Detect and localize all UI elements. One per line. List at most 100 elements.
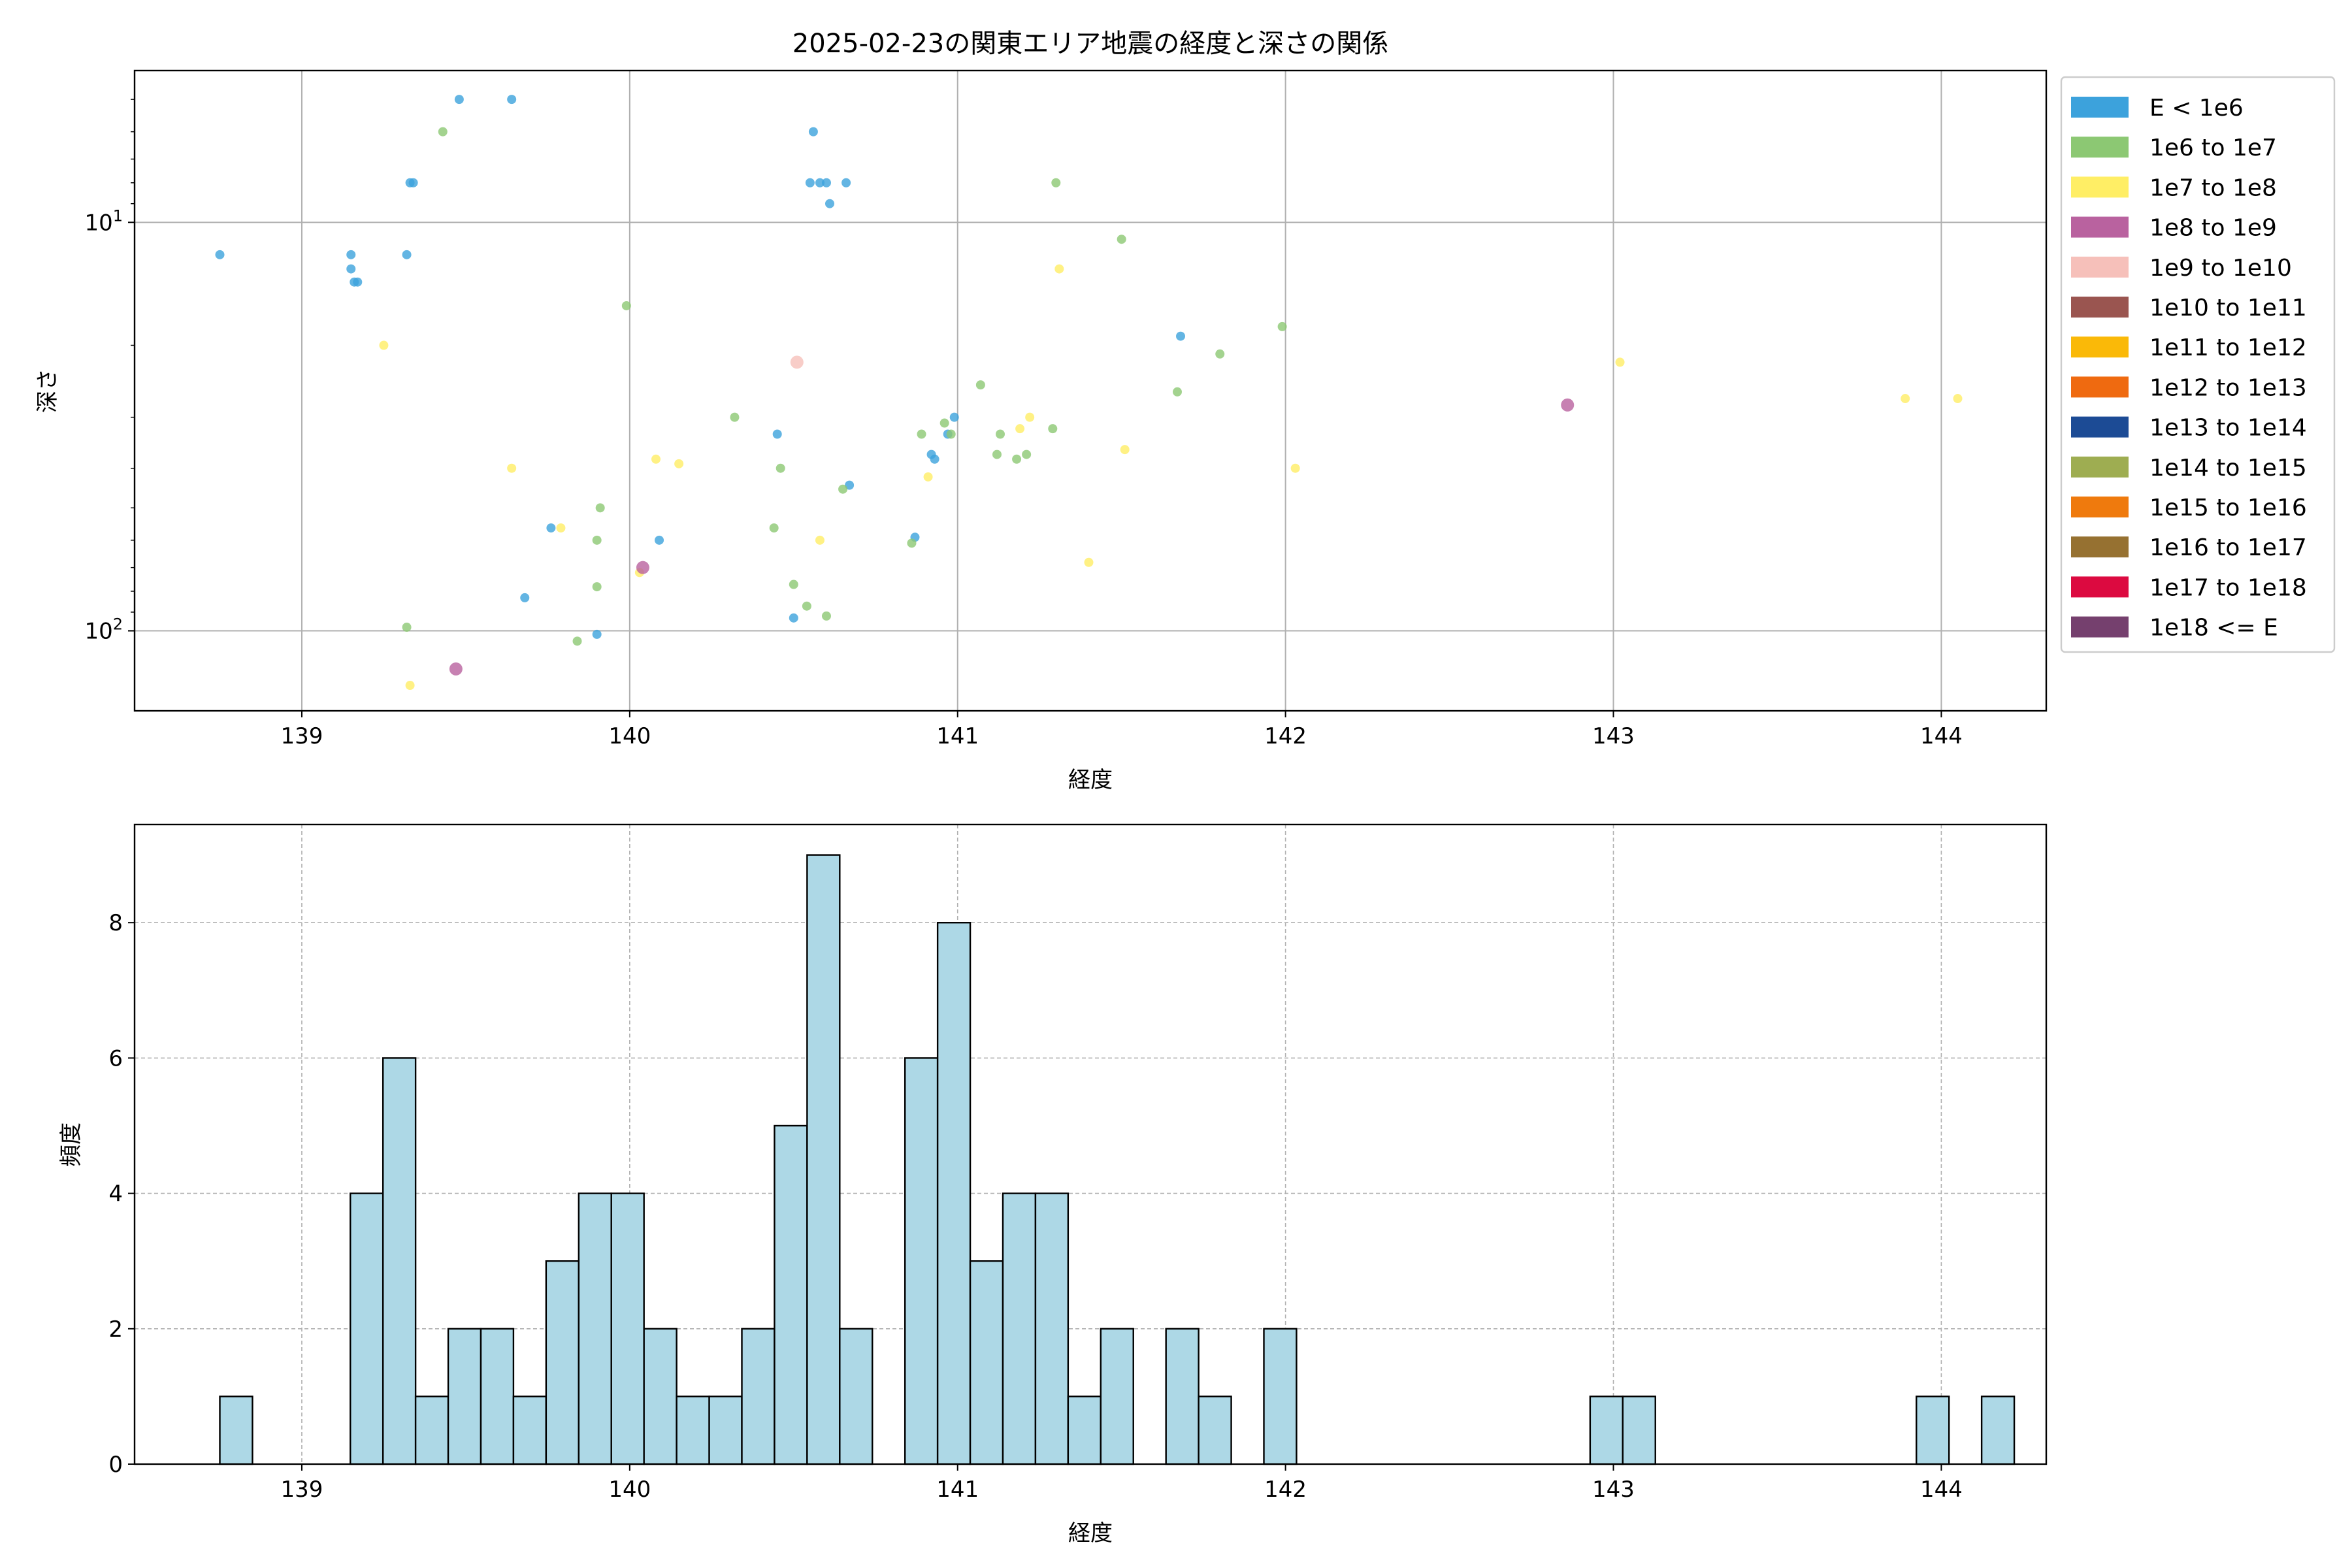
legend-label: 1e12 to 1e13 — [2149, 374, 2307, 401]
scatter-point — [621, 301, 631, 310]
histogram-bars — [219, 854, 2016, 1465]
scatter-point — [1048, 424, 1058, 434]
legend-swatch — [2071, 497, 2129, 517]
legend-label: 1e14 to 1e15 — [2149, 455, 2307, 482]
scatter-point — [825, 199, 834, 208]
scatter-point — [1051, 178, 1061, 188]
histogram-bar — [219, 1396, 253, 1465]
histogram-bar — [350, 1192, 384, 1465]
scatter-point — [992, 449, 1002, 459]
legend-label: 1e17 to 1e18 — [2149, 574, 2307, 601]
scatter-point — [946, 429, 956, 439]
scatter-point — [1615, 357, 1625, 367]
histogram-y-ticks: 0 2 4 6 8 — [108, 910, 135, 1478]
chart-title: 2025-02-23の関東エリア地震の経度と深さの関係 — [792, 29, 1388, 59]
scatter-point — [821, 178, 831, 188]
histogram-x-tick-label: 143 — [1592, 1477, 1635, 1503]
legend: E < 1e6 1e6 to 1e7 1e7 to 1e8 1e8 to 1e9 1e9… — [2060, 76, 2336, 653]
scatter-point — [939, 418, 949, 428]
scatter-point — [1054, 264, 1064, 274]
histogram-bar — [741, 1328, 776, 1465]
scatter-point — [845, 480, 855, 490]
histogram-bar — [676, 1396, 710, 1465]
scatter-point — [730, 412, 740, 422]
scatter-point — [930, 454, 939, 464]
scatter-point — [408, 178, 418, 188]
scatter-point — [790, 355, 804, 369]
histogram-bar — [1589, 1396, 1624, 1465]
legend-swatch — [2071, 336, 2129, 358]
scatter-point — [651, 454, 661, 464]
histogram-bar — [774, 1124, 808, 1465]
scatter-chart: 2025-02-23の関東エリア地震の経度と深さの関係 139 140 141 142… — [35, 29, 2336, 793]
histogram-bar — [1165, 1328, 1200, 1465]
scatter-point — [815, 535, 825, 545]
scatter-x-tick-label: 139 — [281, 723, 323, 749]
scatter-y-axis-label: 深さ — [35, 368, 61, 413]
histogram-bar — [512, 1396, 547, 1465]
legend-swatch — [2071, 536, 2129, 558]
histogram-bar — [578, 1192, 612, 1465]
legend-swatch — [2071, 456, 2129, 478]
scatter-point — [815, 178, 825, 188]
histogram-y-tick-label: 8 — [108, 910, 123, 936]
scatter-x-axis-label: 経度 — [1068, 767, 1113, 793]
histogram-x-tick-label: 141 — [936, 1477, 979, 1503]
scatter-point — [789, 580, 798, 589]
scatter-point — [215, 250, 225, 259]
histogram-bar — [1100, 1328, 1134, 1465]
scatter-point — [802, 601, 811, 611]
scatter-point — [789, 613, 798, 623]
scatter-grid — [135, 71, 2046, 711]
legend-swatch — [2071, 97, 2129, 118]
histogram-bar — [806, 854, 841, 1465]
legend-label: 1e7 to 1e8 — [2149, 174, 2277, 201]
histogram-bar — [545, 1260, 580, 1465]
scatter-point — [556, 523, 566, 533]
scatter-point — [592, 629, 602, 639]
scatter-point — [405, 681, 415, 691]
histogram-y-tick-label: 6 — [108, 1045, 123, 1071]
scatter-point — [1117, 235, 1126, 244]
scatter-point — [592, 535, 602, 545]
histogram-bar — [936, 922, 972, 1465]
histogram-bar — [1916, 1396, 1950, 1465]
legend-swatch — [2071, 256, 2129, 278]
scatter-point — [821, 611, 831, 621]
histogram-bar — [382, 1057, 417, 1465]
histogram-x-tick-label: 144 — [1920, 1477, 1963, 1503]
scatter-plot-frame — [133, 69, 2048, 712]
legend-label: 1e16 to 1e17 — [2149, 534, 2307, 561]
legend-label: 1e10 to 1e11 — [2149, 295, 2307, 321]
scatter-point — [520, 593, 530, 602]
legend-frame — [2060, 76, 2336, 653]
legend-label: E < 1e6 — [2149, 95, 2244, 122]
scatter-point — [379, 340, 389, 350]
legend-swatch — [2071, 616, 2129, 638]
scatter-point — [572, 636, 582, 646]
scatter-point — [674, 459, 684, 468]
scatter-point — [1173, 387, 1182, 397]
histogram-x-tick-label: 139 — [281, 1477, 323, 1503]
legend-swatch — [2071, 216, 2129, 238]
legend-label: 1e18 <= E — [2149, 615, 2278, 642]
scatter-point — [595, 503, 605, 513]
scatter-point — [1012, 454, 1022, 464]
scatter-point — [769, 523, 779, 533]
scatter-point — [776, 463, 785, 473]
legend-label: 1e13 to 1e14 — [2149, 415, 2307, 442]
scatter-point — [1215, 349, 1225, 359]
legend-swatch — [2071, 376, 2129, 398]
histogram-bar — [708, 1396, 743, 1465]
legend-label: 1e9 to 1e10 — [2149, 255, 2292, 282]
scatter-point — [1953, 394, 1963, 404]
legend-swatch — [2071, 176, 2129, 198]
histogram-y-axis-label: 頻度 — [58, 1122, 84, 1167]
histogram-bar — [480, 1328, 515, 1465]
histogram-bar — [1034, 1192, 1070, 1465]
scatter-point — [1015, 424, 1025, 434]
legend-label: 1e8 to 1e9 — [2149, 215, 2277, 242]
histogram-bar — [904, 1057, 939, 1465]
scatter-x-tick-label: 142 — [1264, 723, 1307, 749]
